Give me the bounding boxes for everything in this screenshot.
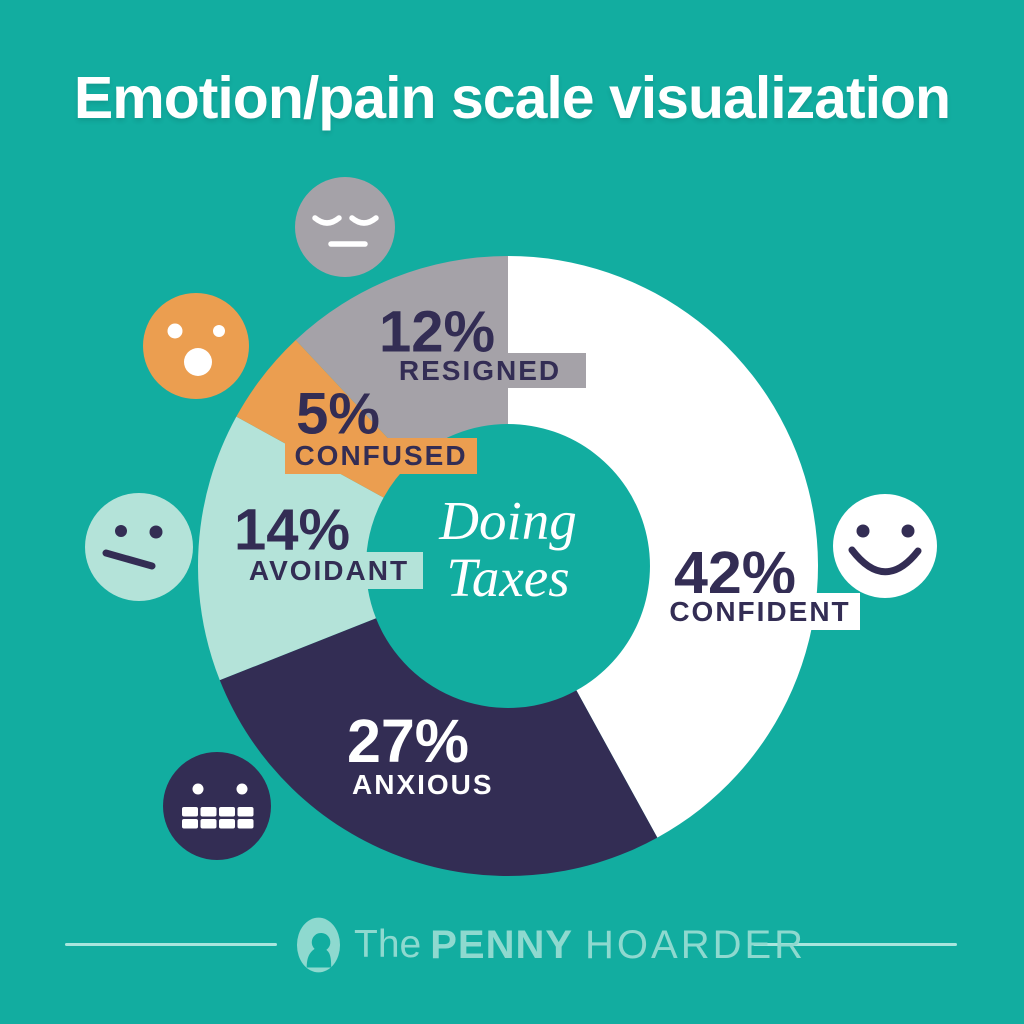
logo-word-penny: PENNY <box>430 922 574 967</box>
center-label-line1: Doing <box>439 490 577 551</box>
confused-label: CONFUSED <box>285 438 477 474</box>
confident-label: CONFIDENT <box>660 593 860 630</box>
donut-segment-anxious <box>219 618 658 877</box>
anxious-label: ANXIOUS <box>352 769 494 800</box>
donut-center-label: Doing Taxes <box>358 492 658 606</box>
surprised-open-mouth-face-icon <box>141 291 251 401</box>
resigned-label: RESIGNED <box>374 353 586 388</box>
donut-segment-confident <box>508 256 819 838</box>
confused-percent: 5% <box>296 381 380 447</box>
penny-coin-icon <box>296 917 341 973</box>
closed-eyes-flat-mouth-face-icon <box>290 172 400 282</box>
avoidant-percent: 14% <box>233 497 351 563</box>
logo-word-the: The <box>354 923 422 966</box>
neutral-slant-mouth-face-icon <box>84 492 194 602</box>
donut-segment-avoidant <box>198 416 384 681</box>
page-title: Emotion/pain scale visualization <box>73 65 951 131</box>
center-label-line2: Taxes <box>446 547 570 608</box>
footer-divider-left <box>65 943 277 946</box>
gritted-teeth-face-icon <box>162 751 272 861</box>
avoidant-label: AVOIDANT <box>235 552 423 589</box>
anxious-percent: 27% <box>346 707 470 775</box>
penny-hoarder-logo: The PENNY HOARDER <box>296 914 806 976</box>
footer-divider-right <box>753 943 957 946</box>
smiling-face-icon <box>830 491 940 601</box>
logo-word-hoarder: HOARDER <box>585 922 807 967</box>
